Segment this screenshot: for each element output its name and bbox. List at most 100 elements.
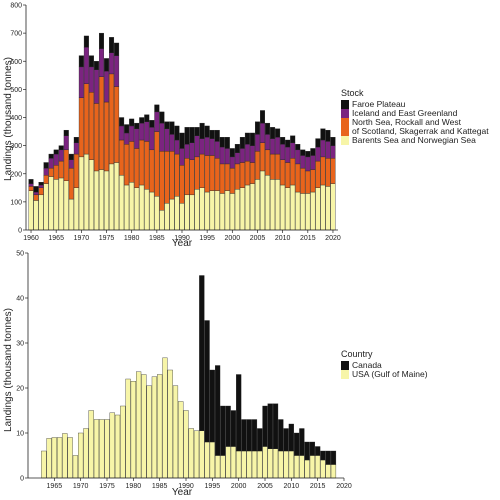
bar-usa-gulf-of-maine-1967 xyxy=(62,433,68,479)
bar-usa-gulf-of-maine-1986 xyxy=(162,357,168,479)
bar-barents-sea-and-norwegian-sea-1974 xyxy=(98,169,104,231)
bar-north-sea-rockall-and-west-of-scotland-skagerrak-and-kattegat-2011 xyxy=(285,162,291,188)
bar-usa-gulf-of-maine-1978 xyxy=(120,405,126,479)
bar-canada-2003 xyxy=(251,419,258,452)
bar-iceland-and-east-greenland-2002 xyxy=(239,148,245,163)
bar-barents-sea-and-norwegian-sea-2012 xyxy=(290,184,296,231)
bar-faroe-plateau-1973 xyxy=(93,61,99,70)
bar-barents-sea-and-norwegian-sea-2003 xyxy=(244,184,250,231)
stock-legend-title: Stock xyxy=(341,88,364,98)
bar-faroe-plateau-1970 xyxy=(78,55,84,68)
bar-barents-sea-and-norwegian-sea-1971 xyxy=(83,153,89,231)
bar-iceland-and-east-greenland-2017 xyxy=(315,146,321,162)
bar-faroe-plateau-1990 xyxy=(179,132,185,149)
x-tick-label: 1985 xyxy=(152,483,168,490)
bar-canada-1993 xyxy=(199,275,205,431)
bar-north-sea-rockall-and-west-of-scotland-skagerrak-and-kattegat-1983 xyxy=(144,141,150,190)
stock-ticks: 0 100 200 300 400 500 600 700 800 1960 1965 1970 197… xyxy=(10,3,341,243)
bar-iceland-and-east-greenland-1961 xyxy=(33,191,39,196)
bar-barents-sea-and-norwegian-sea-2002 xyxy=(239,187,245,231)
bar-north-sea-rockall-and-west-of-scotland-skagerrak-and-kattegat-1998 xyxy=(219,163,225,194)
bar-usa-gulf-of-maine-1985 xyxy=(157,374,163,479)
bar-barents-sea-and-norwegian-sea-2013 xyxy=(295,191,301,231)
x-tick-label: 1980 xyxy=(124,235,140,242)
bar-faroe-plateau-1994 xyxy=(199,122,205,139)
bar-north-sea-rockall-and-west-of-scotland-skagerrak-and-kattegat-1970 xyxy=(78,97,84,158)
bar-barents-sea-and-norwegian-sea-2007 xyxy=(265,174,271,231)
bar-north-sea-rockall-and-west-of-scotland-skagerrak-and-kattegat-1975 xyxy=(104,101,110,172)
bar-iceland-and-east-greenland-1967 xyxy=(63,135,69,151)
x-tick-label: 1990 xyxy=(178,483,194,490)
bar-iceland-and-east-greenland-2018 xyxy=(320,139,326,158)
bar-north-sea-rockall-and-west-of-scotland-skagerrak-and-kattegat-1963 xyxy=(43,174,49,184)
y-tick-label: 600 xyxy=(10,59,22,66)
bar-north-sea-rockall-and-west-of-scotland-skagerrak-and-kattegat-2015 xyxy=(305,170,311,194)
bar-usa-gulf-of-maine-1981 xyxy=(136,371,142,479)
legend-swatch-canada xyxy=(341,361,349,370)
bar-usa-gulf-of-maine-2010 xyxy=(288,450,294,479)
bar-north-sea-rockall-and-west-of-scotland-skagerrak-and-kattegat-1969 xyxy=(73,153,79,188)
legend-swatch-north-sea xyxy=(341,118,349,136)
bar-barents-sea-and-norwegian-sea-1970 xyxy=(78,156,84,231)
bar-faroe-plateau-2000 xyxy=(229,148,235,158)
bar-faroe-plateau-1987 xyxy=(164,121,170,129)
bar-barents-sea-and-norwegian-sea-1994 xyxy=(199,187,205,231)
x-tick-label: 1975 xyxy=(99,235,115,242)
bar-faroe-plateau-1991 xyxy=(184,127,190,145)
stock-bars xyxy=(28,32,336,231)
legend-swatch-faroe-plateau xyxy=(341,100,349,109)
y-tick-label: 400 xyxy=(10,115,22,122)
bar-iceland-and-east-greenland-1990 xyxy=(179,148,185,166)
legend-swatch-iceland xyxy=(341,109,349,118)
country-legend-title: Country xyxy=(341,349,373,359)
bar-faroe-plateau-2020 xyxy=(330,137,336,146)
bar-barents-sea-and-norwegian-sea-1960 xyxy=(28,190,34,231)
bar-north-sea-rockall-and-west-of-scotland-skagerrak-and-kattegat-1988 xyxy=(169,151,175,200)
bar-iceland-and-east-greenland-2009 xyxy=(275,137,281,155)
bar-usa-gulf-of-maine-1966 xyxy=(57,437,63,479)
bar-north-sea-rockall-and-west-of-scotland-skagerrak-and-kattegat-2002 xyxy=(239,162,245,188)
country-y-axis-title: Landings (thousand tonnes) xyxy=(3,308,14,432)
bar-barents-sea-and-norwegian-sea-1998 xyxy=(219,193,225,231)
legend-label-north-sea: North Sea, Rockall and West xyxy=(352,117,462,127)
bar-faroe-plateau-1971 xyxy=(83,35,89,48)
bar-barents-sea-and-norwegian-sea-1989 xyxy=(174,196,180,231)
bar-north-sea-rockall-and-west-of-scotland-skagerrak-and-kattegat-1986 xyxy=(159,151,165,211)
bar-usa-gulf-of-maine-2012 xyxy=(299,455,305,479)
x-tick-label: 2000 xyxy=(231,483,247,490)
bar-usa-gulf-of-maine-1971 xyxy=(83,428,89,479)
bar-usa-gulf-of-maine-2014 xyxy=(309,455,316,479)
bar-iceland-and-east-greenland-2001 xyxy=(234,152,240,165)
bar-barents-sea-and-norwegian-sea-1976 xyxy=(109,163,115,231)
y-tick-label: 800 xyxy=(10,3,22,10)
bar-faroe-plateau-1998 xyxy=(219,137,225,148)
bar-north-sea-rockall-and-west-of-scotland-skagerrak-and-kattegat-1995 xyxy=(204,155,210,193)
stock-y-axis-title: Landings (thousand tonnes) xyxy=(3,57,14,181)
bar-faroe-plateau-1999 xyxy=(224,137,230,149)
bar-barents-sea-and-norwegian-sea-1972 xyxy=(88,159,94,231)
x-tick-label: 2010 xyxy=(284,483,300,490)
bar-north-sea-rockall-and-west-of-scotland-skagerrak-and-kattegat-1965 xyxy=(53,165,59,180)
bar-canada-1995 xyxy=(209,369,215,443)
bar-canada-2012 xyxy=(299,428,305,456)
bar-north-sea-rockall-and-west-of-scotland-skagerrak-and-kattegat-1974 xyxy=(98,76,104,170)
bar-iceland-and-east-greenland-1969 xyxy=(73,142,79,155)
bar-canada-1994 xyxy=(204,320,210,443)
bar-faroe-plateau-1976 xyxy=(109,37,115,53)
bar-barents-sea-and-norwegian-sea-1978 xyxy=(119,174,125,231)
bar-usa-gulf-of-maine-1984 xyxy=(151,376,158,479)
bar-faroe-plateau-1983 xyxy=(144,114,150,122)
bar-north-sea-rockall-and-west-of-scotland-skagerrak-and-kattegat-2008 xyxy=(270,153,276,180)
bar-barents-sea-and-norwegian-sea-1987 xyxy=(164,203,170,231)
bar-iceland-and-east-greenland-1993 xyxy=(194,135,200,158)
bar-iceland-and-east-greenland-2005 xyxy=(254,134,260,152)
bar-iceland-and-east-greenland-2012 xyxy=(290,142,296,159)
legend-label-canada: Canada xyxy=(352,360,382,370)
y-tick-label: 40 xyxy=(16,296,24,303)
x-tick-label: 2010 xyxy=(275,235,291,242)
bar-iceland-and-east-greenland-1973 xyxy=(93,69,99,104)
country-x-axis-title: Year xyxy=(172,487,193,498)
bar-faroe-plateau-1964 xyxy=(48,153,54,159)
bar-canada-1996 xyxy=(215,365,221,456)
bar-usa-gulf-of-maine-1988 xyxy=(172,385,179,479)
